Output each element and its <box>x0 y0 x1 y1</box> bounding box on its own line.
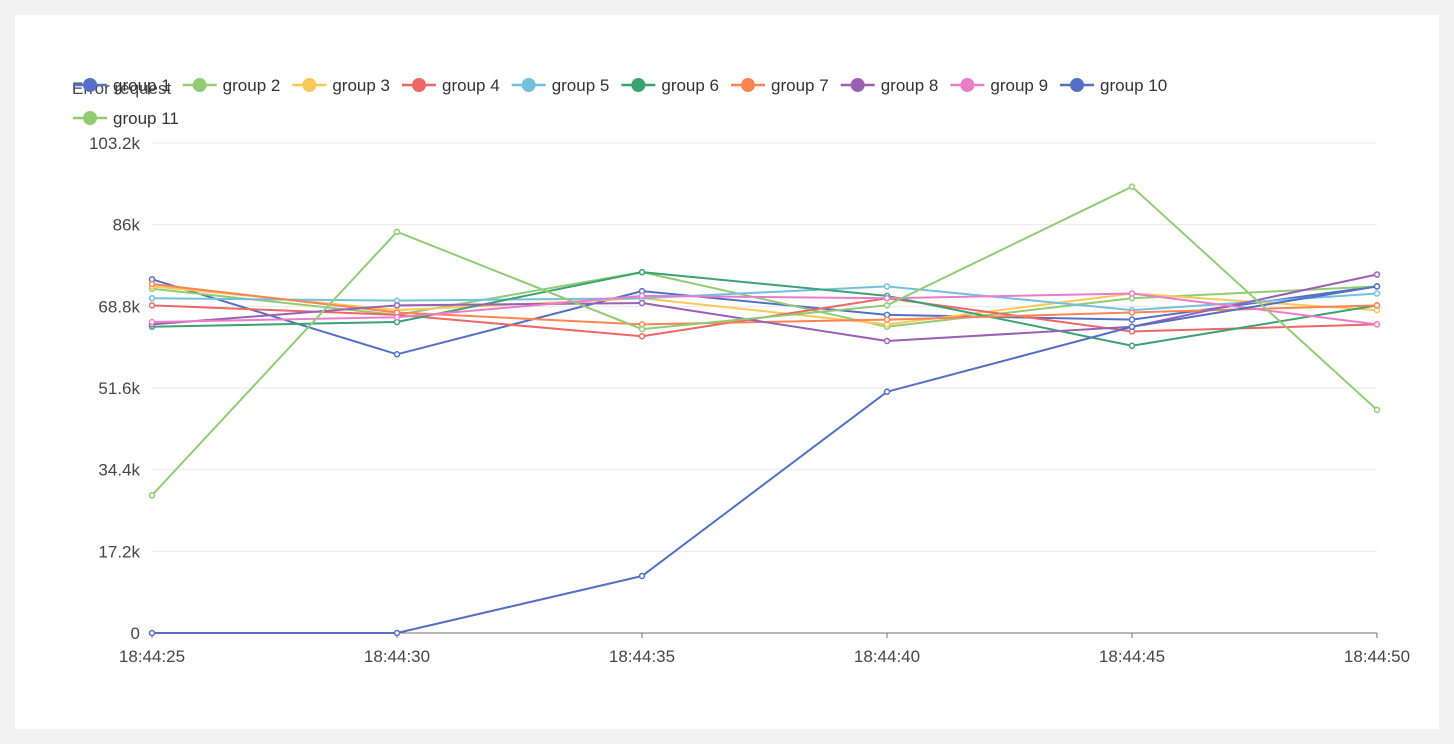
data-point[interactable] <box>1128 290 1136 297</box>
x-tick-label: 18:44:35 <box>609 647 675 666</box>
chart-panel: 0 17.2k 34.4k 51.6k 68.8k 86k 103.2k 18:44:25 18… <box>15 15 1439 729</box>
legend-item-5[interactable]: group 5 <box>511 76 610 95</box>
data-point[interactable] <box>1128 183 1136 190</box>
legend-marker-icon <box>1070 78 1085 92</box>
series-10 <box>148 283 1381 637</box>
data-point[interactable] <box>148 492 156 499</box>
series-line <box>152 285 1378 634</box>
data-point[interactable] <box>148 280 156 288</box>
y-tick-label: 17.2k <box>98 542 140 561</box>
legend-marker-icon <box>302 78 317 92</box>
y-tick-label: 86k <box>113 216 141 235</box>
series-line <box>151 285 1378 312</box>
data-point[interactable] <box>1128 309 1136 316</box>
data-point[interactable] <box>148 629 156 637</box>
data-point[interactable] <box>638 292 646 300</box>
y-tick-label: 34.4k <box>98 461 140 480</box>
data-point[interactable] <box>638 572 646 580</box>
data-point[interactable] <box>883 302 891 309</box>
legend-marker-icon <box>83 111 97 125</box>
legend-label: group 10 <box>1100 76 1167 95</box>
data-point[interactable] <box>883 316 891 323</box>
data-point[interactable] <box>1373 321 1381 328</box>
legend-marker-icon <box>741 78 756 92</box>
legend-item-6[interactable]: group 6 <box>621 76 719 95</box>
legend-label: group 6 <box>661 76 719 95</box>
series-line <box>151 271 1378 347</box>
data-point[interactable] <box>393 629 401 637</box>
series-9 <box>148 290 1381 328</box>
series-11 <box>148 183 1381 499</box>
data-point[interactable] <box>148 318 156 326</box>
data-point[interactable] <box>1373 283 1381 290</box>
legend-label: group 2 <box>223 76 281 95</box>
legend-label: group 8 <box>881 76 939 95</box>
legend-marker-icon <box>960 78 975 92</box>
data-point[interactable] <box>1373 302 1381 309</box>
legend-label: group 11 <box>113 109 179 128</box>
legend: group 1 group 2 group 3 group 4 group 5 group… <box>73 76 1167 128</box>
y-tick-label: 0 <box>131 624 140 643</box>
legend-label: group 5 <box>552 76 610 95</box>
axes: 0 17.2k 34.4k 51.6k 68.8k 86k 103.2k 18:44:25 18… <box>89 134 1410 666</box>
x-tick-label: 18:44:25 <box>119 647 185 666</box>
data-point[interactable] <box>638 325 646 333</box>
legend-item-10[interactable]: group 10 <box>1060 76 1167 95</box>
legend-marker-icon <box>850 78 865 92</box>
data-point[interactable] <box>638 268 646 276</box>
legend-item-7[interactable]: group 7 <box>731 76 829 95</box>
series-line <box>151 273 1378 342</box>
series-layer <box>148 183 1381 637</box>
x-tick-label: 18:44:40 <box>854 647 920 666</box>
data-point[interactable] <box>1373 406 1381 414</box>
series-line <box>151 285 1378 326</box>
data-point[interactable] <box>1128 316 1136 323</box>
legend-item-1[interactable]: group 1 <box>73 76 171 95</box>
data-point[interactable] <box>883 337 891 345</box>
data-point[interactable] <box>1128 342 1136 349</box>
series-7 <box>148 280 1381 328</box>
legend-item-3[interactable]: group 3 <box>292 76 390 95</box>
series-line <box>151 278 1378 356</box>
x-tick-label: 18:44:50 <box>1344 647 1410 666</box>
data-point[interactable] <box>1373 271 1381 278</box>
y-tick-label: 68.8k <box>98 297 140 316</box>
data-point[interactable] <box>638 299 646 307</box>
x-tick-label: 18:44:45 <box>1099 647 1165 666</box>
legend-item-11[interactable]: group 11 <box>73 109 179 128</box>
data-point[interactable] <box>393 302 401 309</box>
data-point[interactable] <box>393 314 401 321</box>
grid-lines <box>152 142 1377 552</box>
legend-label: group 4 <box>442 76 500 95</box>
data-point[interactable] <box>393 228 401 236</box>
legend-item-9[interactable]: group 9 <box>950 76 1048 95</box>
data-point[interactable] <box>883 388 891 396</box>
legend-marker-icon <box>83 78 97 92</box>
legend-item-4[interactable]: group 4 <box>402 76 500 95</box>
data-point[interactable] <box>148 302 156 309</box>
series-line <box>151 185 1378 496</box>
legend-item-2[interactable]: group 2 <box>182 76 281 95</box>
legend-marker-icon <box>192 78 207 92</box>
legend-label: group 1 <box>113 76 171 95</box>
data-point[interactable] <box>883 295 891 302</box>
series-line <box>151 292 1378 326</box>
legend-label: group 7 <box>771 76 829 95</box>
data-point[interactable] <box>883 283 891 290</box>
y-tick-label: 51.6k <box>98 379 140 398</box>
data-point[interactable] <box>638 332 646 340</box>
data-point[interactable] <box>393 351 401 358</box>
legend-label: group 9 <box>990 76 1048 95</box>
data-point[interactable] <box>148 295 156 302</box>
x-tick-label: 18:44:30 <box>364 647 430 666</box>
line-chart: 0 17.2k 34.4k 51.6k 68.8k 86k 103.2k 18:44:25 18… <box>72 76 1410 666</box>
data-point[interactable] <box>1128 323 1136 330</box>
y-tick-label: 103.2k <box>89 134 141 153</box>
legend-label: group 3 <box>332 76 390 95</box>
legend-marker-icon <box>412 78 427 92</box>
legend-item-8[interactable]: group 8 <box>840 76 939 95</box>
legend-marker-icon <box>521 78 536 92</box>
legend-marker-icon <box>631 78 646 92</box>
data-point[interactable] <box>1373 290 1381 297</box>
